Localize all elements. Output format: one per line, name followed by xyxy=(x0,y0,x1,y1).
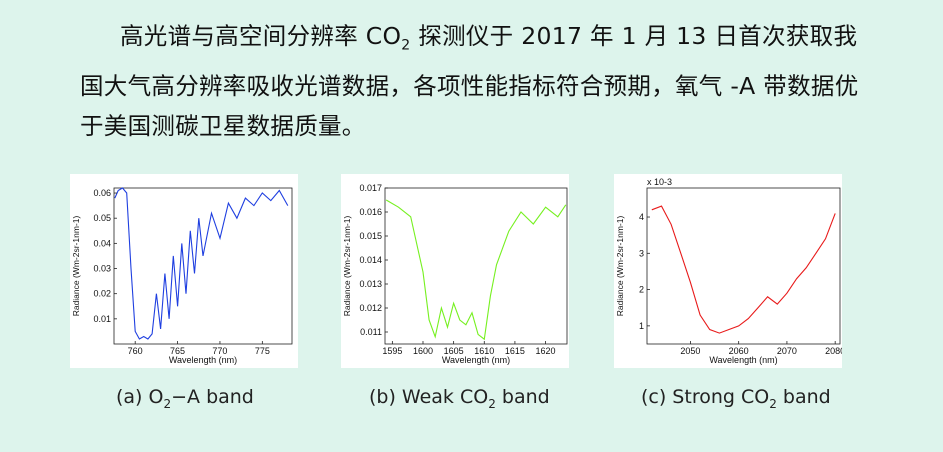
y-tick-label: 0.04 xyxy=(93,238,111,248)
x-tick-label: 1595 xyxy=(382,346,402,356)
series-line-strong-co2 xyxy=(651,205,836,334)
x-tick-label: 1610 xyxy=(474,346,494,356)
x-tick-label: 2060 xyxy=(729,346,749,356)
paragraph-line-1-rest: 探测仪于 2017 年 1 月 13 日首次获取我 xyxy=(410,22,858,50)
caption-b-sub: 2 xyxy=(488,396,496,411)
chart-panel-weak-co2: 1595 1600 1605 1610 1615 1620 0.011 0.012 0.013 0… xyxy=(341,174,569,368)
series-line-o2-a xyxy=(114,187,289,340)
caption-c: (c) Strong CO2 band xyxy=(641,386,831,411)
y-tick-label: 2 xyxy=(639,285,644,295)
y-tick-label: 3 xyxy=(639,248,644,258)
series-line-weak-co2 xyxy=(385,199,567,341)
y-tick-label: 0.011 xyxy=(360,327,382,337)
chart-strong-co2: 2050 2060 2070 2080 1 2 3 4 Wavelength (nm) Radia… xyxy=(615,177,842,365)
y-axis-label: Radiance (Wm-2sr-1nm-1) xyxy=(342,216,352,317)
y-tick-label: 1 xyxy=(639,321,644,331)
y-tick-label: 0.017 xyxy=(359,183,382,193)
description-paragraph: 高光谱与高空间分辨率 CO2 探测仪于 2017 年 1 月 13 日首次获取我… xyxy=(80,16,910,146)
chart-o2a: 760 765 770 775 0.01 0.02 0.03 0.04 0.05 0.06 Wave… xyxy=(71,187,293,365)
x-axis-label: Wavelength (nm) xyxy=(169,355,237,365)
paragraph-line-1-text: 高光谱与高空间分辨率 CO xyxy=(120,22,402,50)
y-tick-label: 0.013 xyxy=(359,279,382,289)
y-tick-label: 0.012 xyxy=(359,303,382,313)
x-tick-label: 2050 xyxy=(680,346,700,356)
paragraph-line-3: 于美国测碳卫星数据质量。 xyxy=(80,111,366,140)
x-axis-label: Wavelength (nm) xyxy=(442,355,510,365)
y-tick-label: 0.014 xyxy=(359,255,382,265)
x-axis-label: Wavelength (nm) xyxy=(709,355,777,365)
y-tick-label: 0.06 xyxy=(93,188,111,198)
caption-b-suffix: band xyxy=(495,386,550,408)
chart-weak-co2: 1595 1600 1605 1610 1615 1620 0.011 0.012 0.013 0… xyxy=(342,183,568,365)
x-tick-label: 2070 xyxy=(777,346,797,356)
paragraph-line-2: 国大气高分辨率吸收光谱数据，各项性能指标符合预期，氧气 -A 带数据优 xyxy=(80,71,859,100)
y-tick-label: 0.016 xyxy=(359,207,382,217)
y-axis-label: Radiance (Wm-2sr-1nm-1) xyxy=(615,216,625,317)
caption-b-prefix: (b) Weak CO xyxy=(369,386,489,408)
y-tick-label: 0.05 xyxy=(93,213,111,223)
x-tick-label: 1615 xyxy=(505,346,525,356)
y-tick-label: 0.01 xyxy=(93,314,111,324)
caption-a-suffix: −A band xyxy=(171,386,254,408)
caption-a-prefix: (a) O xyxy=(116,386,164,408)
plot-area xyxy=(384,187,568,345)
x-tick-label: 2080 xyxy=(825,346,842,356)
caption-b: (b) Weak CO2 band xyxy=(369,386,550,411)
y-tick-label: 0.02 xyxy=(93,289,111,299)
plot-area xyxy=(646,187,841,345)
chart-panel-strong-co2: 2050 2060 2070 2080 1 2 3 4 Wavelength (nm) Radia… xyxy=(614,174,842,368)
y-tick-label: 0.015 xyxy=(359,231,382,241)
y-tick-label: 0.03 xyxy=(93,264,111,274)
x-tick-label: 1605 xyxy=(444,346,464,356)
axis-multiplier: x 10-3 xyxy=(647,177,672,187)
x-tick-label: 1600 xyxy=(413,346,433,356)
paragraph-line-1: 高光谱与高空间分辨率 CO2 探测仪于 2017 年 1 月 13 日首次获取我 xyxy=(80,16,910,66)
x-tick-label: 760 xyxy=(128,346,143,356)
caption-a: (a) O2−A band xyxy=(116,386,254,411)
caption-c-sub: 2 xyxy=(769,396,777,411)
plot-area xyxy=(113,187,293,345)
caption-c-prefix: (c) Strong CO xyxy=(641,386,770,408)
x-tick-label: 770 xyxy=(212,346,227,356)
x-tick-label: 1620 xyxy=(536,346,556,356)
co2-subscript: 2 xyxy=(401,37,411,54)
x-tick-label: 775 xyxy=(255,346,270,356)
y-axis-label: Radiance (Wm-2sr-1nm-1) xyxy=(71,216,81,317)
caption-c-suffix: band xyxy=(776,386,831,408)
x-tick-label: 765 xyxy=(170,346,185,356)
chart-panel-o2a: 760 765 770 775 0.01 0.02 0.03 0.04 0.05 0.06 Wave… xyxy=(70,174,298,368)
y-tick-label: 4 xyxy=(639,212,644,222)
caption-a-sub: 2 xyxy=(163,396,172,411)
